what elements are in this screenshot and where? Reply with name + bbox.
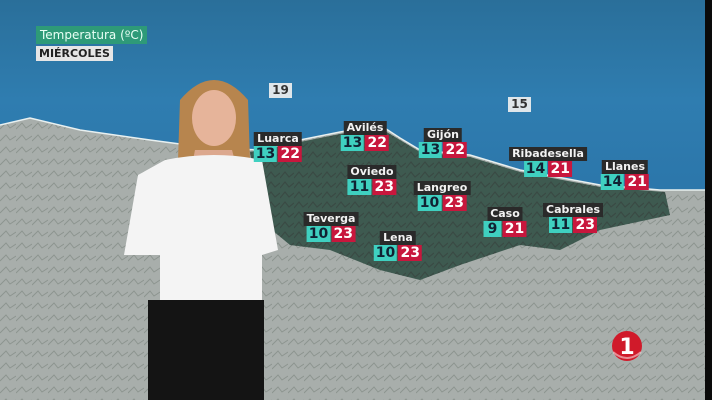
city-name: Cabrales — [543, 203, 603, 217]
sea-temp: 15 — [508, 97, 531, 112]
city-forecast: Cabrales 11 23 — [543, 203, 603, 233]
city-forecast: Oviedo 11 23 — [347, 165, 397, 195]
city-temps: 11 23 — [548, 217, 598, 233]
min-temp: 14 — [600, 174, 625, 190]
min-temp: 11 — [548, 217, 573, 233]
city-name: Llanes — [601, 160, 649, 174]
logo-text: 1 — [619, 335, 634, 360]
city-forecast: Langreo 10 23 — [413, 181, 471, 211]
frame-edge — [705, 0, 712, 400]
city-name: Lena — [380, 231, 416, 245]
city-forecast: Luarca 13 22 — [253, 132, 303, 162]
min-temp: 10 — [306, 226, 331, 242]
sea-temp: 19 — [269, 83, 292, 98]
city-temps: 14 21 — [600, 174, 650, 190]
city-forecast: Gijón 13 22 — [418, 128, 468, 158]
city-forecast: Caso 9 21 — [483, 207, 527, 237]
min-temp: 11 — [347, 179, 372, 195]
city-temps: 13 22 — [340, 135, 390, 151]
city-name: Teverga — [303, 212, 359, 226]
map-title: Temperatura (ºC) — [36, 26, 148, 44]
max-temp: 23 — [442, 195, 467, 211]
city-forecast: Lena 10 23 — [373, 231, 423, 261]
max-temp: 21 — [502, 221, 527, 237]
min-temp: 13 — [340, 135, 365, 151]
tve-la1-logo: 1 — [612, 331, 642, 361]
min-temp: 10 — [417, 195, 442, 211]
min-temp: 13 — [418, 142, 443, 158]
city-temps: 9 21 — [483, 221, 527, 237]
city-forecast: Llanes 14 21 — [600, 160, 650, 190]
city-name: Langreo — [413, 181, 471, 195]
city-forecast: Ribadesella 14 21 — [509, 147, 587, 177]
city-temps: 10 23 — [306, 226, 356, 242]
city-name: Avilés — [343, 121, 387, 135]
city-forecast: Avilés 13 22 — [340, 121, 390, 151]
city-name: Caso — [487, 207, 523, 221]
max-temp: 23 — [372, 179, 397, 195]
city-forecast: Teverga 10 23 — [303, 212, 359, 242]
max-temp: 22 — [443, 142, 468, 158]
forecast-day: MIÉRCOLES — [36, 46, 113, 61]
city-name: Ribadesella — [509, 147, 587, 161]
max-temp: 23 — [398, 245, 423, 261]
max-temp: 23 — [573, 217, 598, 233]
city-name: Luarca — [254, 132, 302, 146]
presenter — [124, 80, 278, 400]
city-temps: 10 23 — [373, 245, 423, 261]
max-temp: 21 — [548, 161, 573, 177]
city-temps: 13 22 — [253, 146, 303, 162]
max-temp: 22 — [278, 146, 303, 162]
city-temps: 11 23 — [347, 179, 397, 195]
min-temp: 9 — [483, 221, 502, 237]
city-name: Oviedo — [347, 165, 397, 179]
max-temp: 22 — [365, 135, 390, 151]
min-temp: 13 — [253, 146, 278, 162]
max-temp: 21 — [625, 174, 650, 190]
city-name: Gijón — [424, 128, 462, 142]
min-temp: 14 — [523, 161, 548, 177]
min-temp: 10 — [373, 245, 398, 261]
max-temp: 23 — [331, 226, 356, 242]
city-temps: 10 23 — [417, 195, 467, 211]
city-temps: 13 22 — [418, 142, 468, 158]
city-temps: 14 21 — [523, 161, 573, 177]
